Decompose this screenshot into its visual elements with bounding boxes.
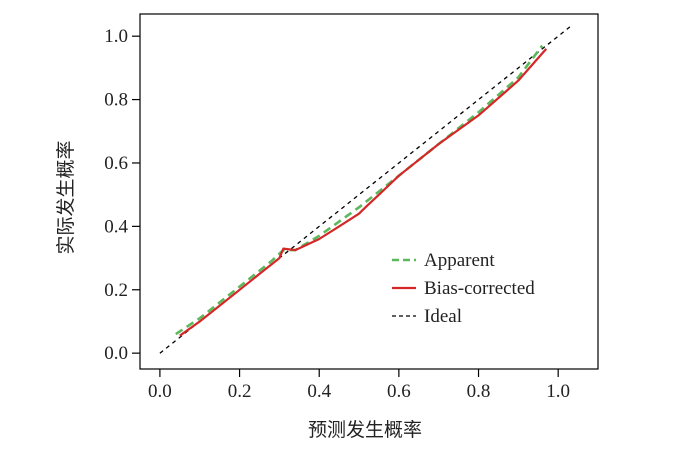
series-line-apparent [175, 44, 544, 336]
x-tick-label: 0.4 [307, 381, 331, 402]
legend-label-bias-corrected: Bias-corrected [424, 278, 535, 299]
legend-label-ideal: Ideal [424, 306, 462, 327]
y-tick-label: 0.4 [104, 216, 128, 237]
legend: Apparent Bias-corrected Ideal [392, 250, 535, 327]
x-tick-label: 0.8 [467, 381, 491, 402]
x-tick-label: 0.0 [148, 381, 172, 402]
y-tick-label: 1.0 [104, 26, 128, 47]
y-tick-label: 0.8 [104, 90, 128, 111]
x-tick-label: 1.0 [546, 381, 570, 402]
series-line-bias-corrected [179, 48, 548, 337]
x-tick-label: 0.6 [387, 381, 411, 402]
axes: 0.0 0.2 0.4 0.6 0.8 1.0 0.0 0.2 0.4 0.6 0.8 1.0 预测发生… [55, 13, 599, 441]
legend-label-apparent: Apparent [424, 250, 495, 271]
series-layer [159, 26, 571, 354]
x-axis-title: 预测发生概率 [308, 419, 422, 441]
y-tick-label: 0.2 [104, 280, 128, 301]
y-tick-label: 0.0 [104, 343, 128, 364]
y-axis-title: 实际发生概率 [55, 140, 77, 254]
y-tick-label: 0.6 [104, 153, 128, 174]
x-tick-label: 0.2 [228, 381, 252, 402]
plot-frame [139, 13, 599, 370]
